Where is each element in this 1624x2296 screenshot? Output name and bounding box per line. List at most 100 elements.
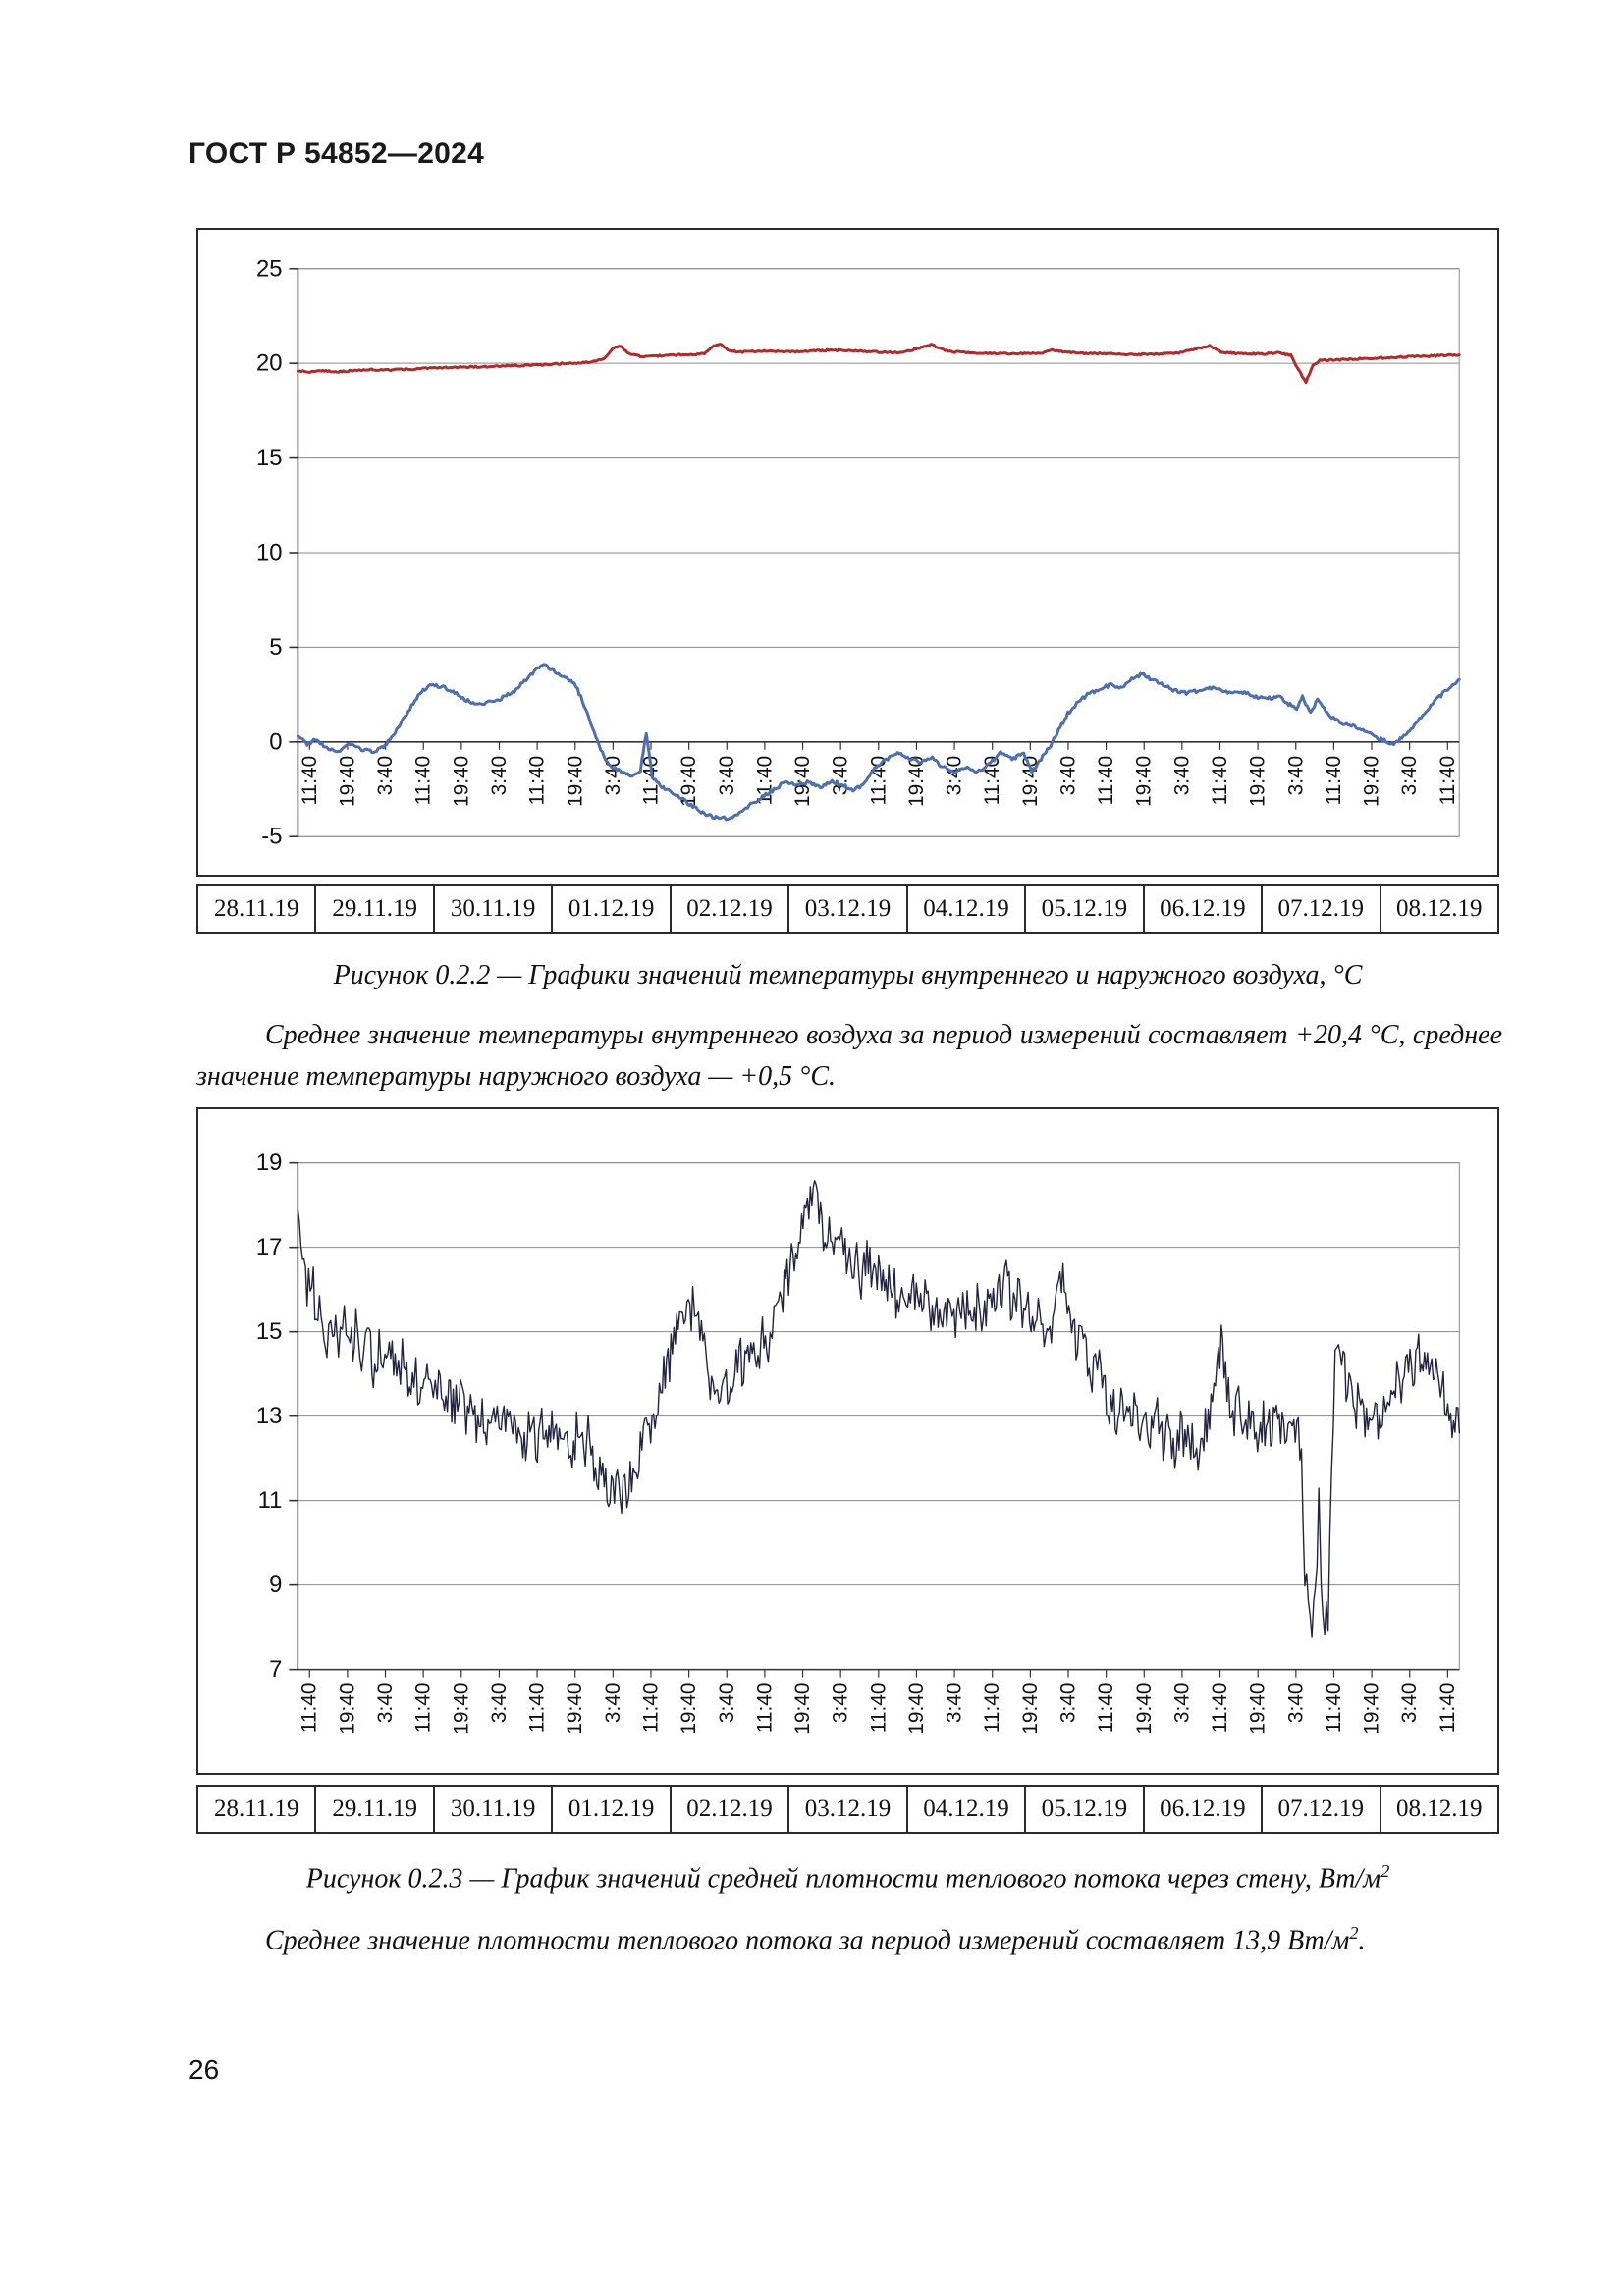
svg-text:15: 15 — [256, 445, 283, 471]
date-cell: 06.12.19 — [1142, 886, 1261, 932]
svg-text:19:40: 19:40 — [1247, 1683, 1270, 1735]
svg-text:11:40: 11:40 — [412, 1683, 435, 1734]
svg-text:3:40: 3:40 — [1170, 1683, 1193, 1724]
svg-text:11:40: 11:40 — [1323, 756, 1345, 806]
svg-text:11:40: 11:40 — [867, 756, 890, 806]
svg-text:11:40: 11:40 — [639, 1683, 662, 1734]
svg-text:11:40: 11:40 — [1095, 756, 1117, 806]
svg-text:11:40: 11:40 — [640, 756, 663, 806]
date-cell: 29.11.19 — [314, 886, 432, 932]
svg-text:25: 25 — [256, 255, 283, 282]
svg-text:11:40: 11:40 — [526, 1683, 549, 1734]
svg-text:3:40: 3:40 — [602, 756, 624, 796]
date-cell: 05.12.19 — [1024, 886, 1142, 932]
svg-text:11:40: 11:40 — [298, 756, 321, 806]
svg-text:3:40: 3:40 — [944, 1683, 966, 1724]
date-cell: 03.12.19 — [787, 886, 905, 932]
svg-text:3:40: 3:40 — [602, 1683, 624, 1724]
svg-text:3:40: 3:40 — [944, 756, 966, 796]
date-cell: 29.11.19 — [314, 1787, 432, 1832]
figure-2-2-note: Среднее значение температуры внутреннего… — [196, 1020, 1502, 1092]
date-cell: 05.12.19 — [1024, 1787, 1142, 1832]
svg-text:15: 15 — [256, 1318, 283, 1345]
svg-text:11:40: 11:40 — [753, 1683, 776, 1734]
date-cell: 06.12.19 — [1142, 1787, 1261, 1832]
svg-text:0: 0 — [269, 728, 282, 755]
svg-text:11:40: 11:40 — [412, 756, 435, 806]
svg-text:3:40: 3:40 — [1398, 756, 1421, 796]
heat-flux-chart: 19 17 15 13 11 9 7 11:40 19:40 3:40 11:40 19:40 3:40… — [256, 1149, 1461, 1735]
svg-text:11: 11 — [258, 1487, 283, 1514]
svg-text:19:40: 19:40 — [677, 756, 700, 807]
svg-text:3:40: 3:40 — [1057, 1683, 1080, 1724]
svg-text:19:40: 19:40 — [905, 756, 928, 807]
svg-text:11:40: 11:40 — [1436, 1683, 1459, 1734]
svg-text:19:40: 19:40 — [1361, 756, 1383, 807]
svg-text:11:40: 11:40 — [298, 1683, 321, 1734]
date-cell: 08.12.19 — [1379, 1787, 1497, 1832]
figure-2-3-note: Среднее значение плотности теплового пот… — [196, 1920, 1502, 1961]
svg-text:11:40: 11:40 — [981, 756, 1003, 806]
svg-text:11:40: 11:40 — [1209, 756, 1231, 806]
document-header: ГОСТ Р 54852—2024 — [189, 137, 485, 170]
date-cell: 30.11.19 — [432, 886, 551, 932]
date-cell: 01.12.19 — [551, 886, 669, 932]
date-cell: 28.11.19 — [213, 895, 299, 922]
date-cell: 01.12.19 — [551, 1787, 669, 1832]
svg-text:19:40: 19:40 — [1133, 756, 1156, 807]
svg-text:3:40: 3:40 — [1284, 1683, 1307, 1724]
svg-text:13: 13 — [256, 1403, 283, 1429]
date-cell: 03.12.19 — [787, 1787, 905, 1832]
svg-text:19:40: 19:40 — [336, 756, 358, 807]
svg-text:3:40: 3:40 — [830, 1683, 852, 1724]
svg-text:3:40: 3:40 — [488, 756, 511, 796]
svg-text:11:40: 11:40 — [981, 1683, 1003, 1734]
date-cell: 30.11.19 — [432, 1787, 551, 1832]
svg-text:3:40: 3:40 — [374, 756, 397, 796]
figure-2-3-note-tail: . — [1358, 1925, 1366, 1956]
figure-2-3-note-text: Среднее значение плотности теплового пот… — [265, 1925, 1350, 1956]
svg-text:19:40: 19:40 — [791, 756, 814, 807]
svg-text:19:40: 19:40 — [450, 756, 472, 807]
figure-2-3-note-superscript: 2 — [1349, 1923, 1359, 1943]
svg-text:3:40: 3:40 — [1170, 756, 1193, 796]
svg-text:19:40: 19:40 — [1247, 756, 1270, 807]
figure-2-2-date-row: 28.11.19 29.11.19 30.11.19 01.12.19 02.12.19… — [196, 884, 1499, 934]
svg-text:11:40: 11:40 — [1323, 1683, 1345, 1734]
date-cell: 04.12.19 — [905, 886, 1024, 932]
svg-text:11:40: 11:40 — [867, 1683, 890, 1734]
page-number: 26 — [189, 2055, 220, 2085]
temperature-chart: 25 20 15 10 5 0 -5 11:40 19:40 3:40 11:40 19:40 3:40… — [256, 255, 1461, 850]
svg-text:19: 19 — [256, 1149, 283, 1176]
svg-text:19:40: 19:40 — [336, 1683, 358, 1735]
date-cell: 04.12.19 — [905, 1787, 1024, 1832]
svg-text:11:40: 11:40 — [526, 756, 549, 806]
svg-text:11:40: 11:40 — [1095, 1683, 1117, 1734]
svg-text:17: 17 — [256, 1234, 283, 1260]
date-cell: 07.12.19 — [1261, 886, 1379, 932]
svg-text:3:40: 3:40 — [374, 1683, 397, 1724]
svg-text:5: 5 — [269, 634, 282, 661]
svg-text:19:40: 19:40 — [564, 1683, 586, 1735]
figure-2-3-caption: Рисунок 0.2.3 — График значений средней … — [196, 1861, 1499, 1895]
svg-text:3:40: 3:40 — [1056, 756, 1079, 796]
date-cell: 07.12.19 — [1261, 1787, 1379, 1832]
svg-text:19:40: 19:40 — [791, 1683, 814, 1735]
svg-text:19:40: 19:40 — [564, 756, 586, 807]
svg-text:3:40: 3:40 — [716, 1683, 738, 1724]
svg-text:19:40: 19:40 — [905, 1683, 928, 1735]
figure-2-3-caption-text: Рисунок 0.2.3 — График значений средней … — [305, 1863, 1381, 1895]
svg-text:9: 9 — [269, 1572, 282, 1598]
svg-text:19:40: 19:40 — [677, 1683, 700, 1735]
figure-2-3-chart-box: 19 17 15 13 11 9 7 11:40 19:40 3:40 11:40 19:40 3:40… — [196, 1107, 1499, 1775]
svg-text:20: 20 — [256, 350, 283, 377]
svg-text:19:40: 19:40 — [450, 1683, 472, 1735]
date-cell: 02.12.19 — [669, 1787, 787, 1832]
svg-text:-5: -5 — [261, 824, 282, 850]
date-cell: 02.12.19 — [669, 886, 787, 932]
svg-text:19:40: 19:40 — [1133, 1683, 1156, 1735]
svg-text:10: 10 — [256, 539, 283, 565]
svg-text:3:40: 3:40 — [716, 756, 738, 796]
svg-text:19:40: 19:40 — [1019, 1683, 1042, 1735]
